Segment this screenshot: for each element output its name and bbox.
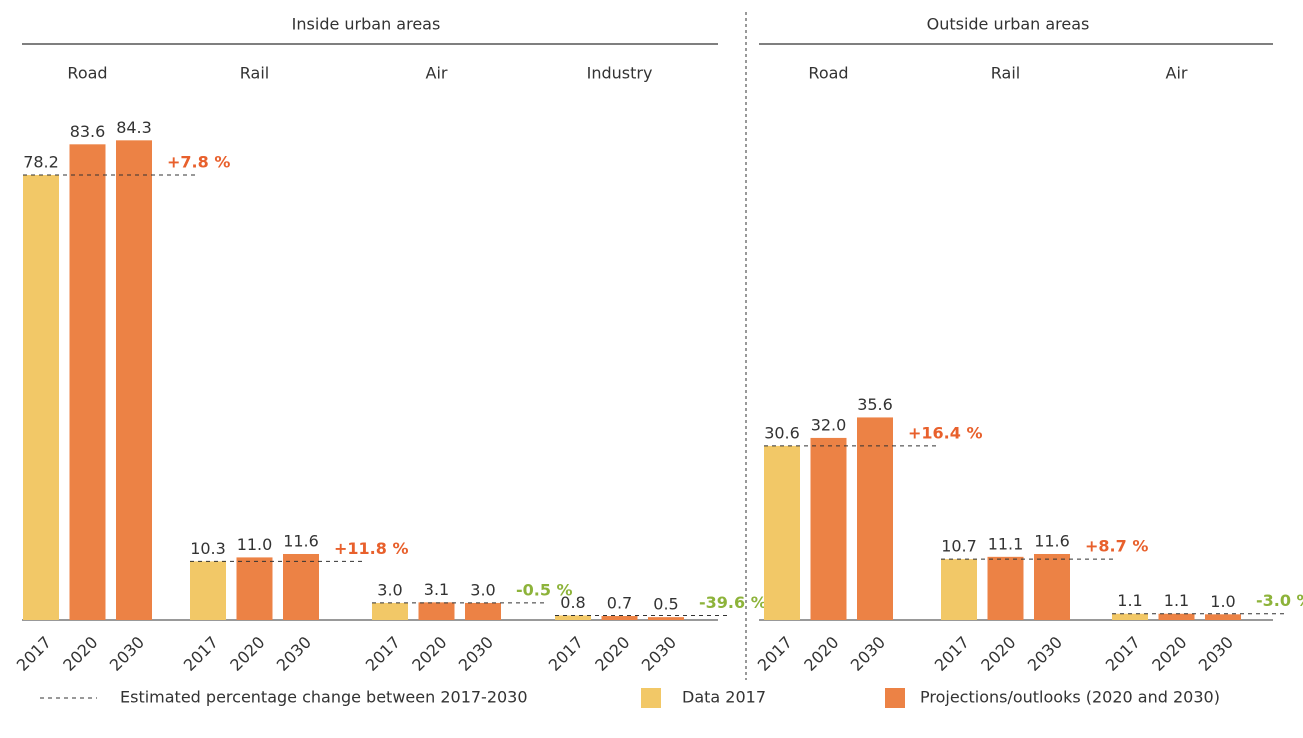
panel-title: Road bbox=[67, 64, 107, 83]
x-tick-label: 2030 bbox=[455, 633, 497, 675]
x-tick-label: 2020 bbox=[800, 633, 842, 675]
value-label: 11.1 bbox=[988, 534, 1024, 553]
value-label: 11.6 bbox=[283, 531, 319, 550]
bar bbox=[987, 556, 1024, 620]
bar bbox=[418, 602, 455, 620]
group-title: Inside urban areas bbox=[292, 15, 441, 34]
x-tick-label: 2030 bbox=[1195, 633, 1237, 675]
bar bbox=[465, 602, 501, 620]
value-label: 1.1 bbox=[1164, 591, 1189, 610]
x-tick-label: 2020 bbox=[977, 633, 1019, 675]
legend-swatch bbox=[885, 688, 905, 708]
x-tick-label: 2020 bbox=[591, 633, 633, 675]
x-tick-label: 2017 bbox=[545, 633, 587, 675]
bar bbox=[190, 561, 226, 620]
change-label: -0.5 % bbox=[516, 580, 573, 599]
x-tick-label: 2030 bbox=[1024, 633, 1066, 675]
bar bbox=[648, 617, 684, 620]
bar bbox=[555, 615, 591, 620]
x-tick-label: 2017 bbox=[362, 633, 404, 675]
bar bbox=[941, 559, 977, 620]
value-label: 84.3 bbox=[116, 118, 152, 137]
x-tick-label: 2017 bbox=[180, 633, 222, 675]
legend-swatch bbox=[641, 688, 661, 708]
change-label: -39.6 % bbox=[699, 593, 767, 612]
panel-title: Road bbox=[808, 64, 848, 83]
change-label: +7.8 % bbox=[167, 153, 230, 172]
x-tick-label: 2020 bbox=[59, 633, 101, 675]
panel-title: Rail bbox=[991, 64, 1020, 83]
change-label: +11.8 % bbox=[334, 539, 408, 558]
value-label: 35.6 bbox=[857, 395, 893, 414]
x-tick-label: 2030 bbox=[847, 633, 889, 675]
panel-title: Air bbox=[426, 64, 448, 83]
x-tick-label: 2020 bbox=[408, 633, 450, 675]
bar bbox=[1112, 613, 1148, 620]
bar bbox=[857, 417, 893, 620]
value-label: 11.6 bbox=[1034, 531, 1070, 550]
value-label: 3.1 bbox=[424, 580, 449, 599]
change-label: +16.4 % bbox=[908, 423, 982, 442]
bar bbox=[372, 602, 408, 620]
value-label: 32.0 bbox=[811, 415, 847, 434]
value-label: 1.1 bbox=[1117, 591, 1142, 610]
value-label: 3.0 bbox=[377, 580, 402, 599]
value-label: 0.5 bbox=[653, 595, 678, 614]
legend-label: Estimated percentage change between 2017… bbox=[120, 688, 528, 707]
value-label: 11.0 bbox=[237, 535, 273, 554]
value-label: 30.6 bbox=[764, 423, 800, 442]
legend-label: Data 2017 bbox=[682, 688, 766, 707]
value-label: 10.7 bbox=[941, 537, 977, 556]
x-tick-label: 2017 bbox=[754, 633, 796, 675]
value-label: 78.2 bbox=[23, 153, 59, 172]
x-tick-label: 2017 bbox=[13, 633, 55, 675]
x-tick-label: 2017 bbox=[931, 633, 973, 675]
bar bbox=[1034, 553, 1070, 620]
x-tick-label: 2030 bbox=[106, 633, 148, 675]
group-title: Outside urban areas bbox=[927, 15, 1090, 34]
change-label: -3.0 % bbox=[1256, 591, 1303, 610]
bar bbox=[1205, 614, 1241, 620]
value-label: 83.6 bbox=[70, 122, 106, 141]
x-tick-label: 2020 bbox=[226, 633, 268, 675]
panel-title: Industry bbox=[587, 64, 653, 83]
panel-title: Rail bbox=[240, 64, 269, 83]
value-label: 10.3 bbox=[190, 539, 226, 558]
x-tick-label: 2030 bbox=[273, 633, 315, 675]
bar bbox=[236, 557, 273, 620]
x-tick-label: 2020 bbox=[1148, 633, 1190, 675]
change-label: +8.7 % bbox=[1085, 537, 1148, 556]
bar bbox=[601, 616, 638, 620]
bar bbox=[764, 445, 800, 620]
value-label: 0.7 bbox=[607, 594, 632, 613]
bar bbox=[116, 140, 152, 620]
bar bbox=[69, 144, 106, 621]
panel-title: Air bbox=[1166, 64, 1188, 83]
bar bbox=[1158, 613, 1195, 620]
legend-label: Projections/outlooks (2020 and 2030) bbox=[920, 688, 1220, 707]
value-label: 1.0 bbox=[1210, 592, 1235, 611]
bar bbox=[810, 437, 847, 620]
bar bbox=[283, 553, 319, 620]
x-tick-label: 2030 bbox=[638, 633, 680, 675]
value-label: 3.0 bbox=[470, 580, 495, 599]
bar bbox=[23, 175, 59, 621]
value-label: 0.8 bbox=[560, 593, 585, 612]
x-tick-label: 2017 bbox=[1102, 633, 1144, 675]
